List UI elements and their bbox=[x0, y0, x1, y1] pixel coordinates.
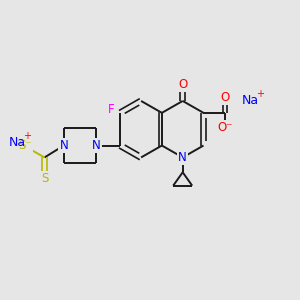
Text: N: N bbox=[92, 139, 101, 152]
Text: +: + bbox=[256, 89, 264, 99]
Text: O: O bbox=[220, 91, 230, 104]
Text: S⁻: S⁻ bbox=[18, 139, 32, 152]
Text: +: + bbox=[23, 131, 31, 141]
Text: N: N bbox=[178, 151, 187, 164]
Text: Na: Na bbox=[242, 94, 259, 107]
Text: F: F bbox=[108, 103, 115, 116]
Text: N: N bbox=[59, 139, 68, 152]
Text: O: O bbox=[178, 78, 187, 91]
Text: Na: Na bbox=[9, 136, 26, 149]
Text: S: S bbox=[41, 172, 48, 185]
Text: O⁻: O⁻ bbox=[217, 121, 232, 134]
